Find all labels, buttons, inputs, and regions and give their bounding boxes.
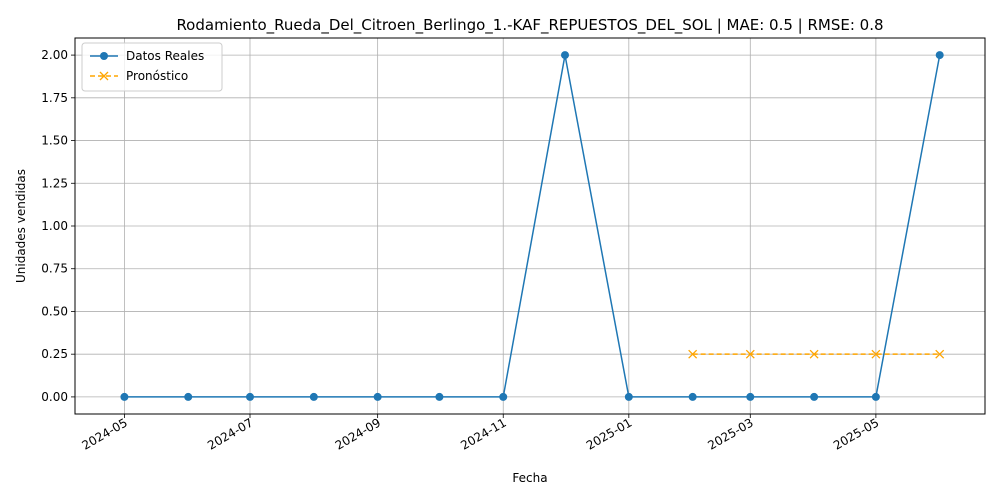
legend-box [81, 42, 223, 92]
y-tick-label: 1.50 [41, 134, 68, 148]
y-tick-label: 1.00 [41, 219, 68, 233]
y-tick-label: 2.00 [41, 48, 68, 62]
legend-label-forecast: Pronóstico [126, 69, 188, 83]
legend: Datos Reales Pronóstico [81, 42, 223, 92]
data-point-actual [373, 392, 382, 401]
x-tick-label: 2024-07 [205, 415, 255, 452]
series-line-actual [124, 54, 941, 398]
data-point-actual [935, 51, 944, 60]
y-tick-label: 0.00 [41, 390, 68, 404]
y-tick-label: 1.75 [41, 91, 68, 105]
data-point-actual [871, 392, 880, 401]
data-point-actual [810, 392, 819, 401]
x-tick-label: 2024-11 [458, 415, 508, 452]
legend-marker-forecast [99, 71, 109, 81]
data-point-actual [499, 392, 508, 401]
series-layer [120, 51, 945, 401]
y-tick-label: 0.50 [41, 304, 68, 318]
data-point-actual [688, 392, 697, 401]
data-point-forecast [871, 349, 881, 359]
data-point-actual [746, 392, 755, 401]
x-tick-label: 2024-09 [333, 415, 383, 452]
x-tick-label: 2024-05 [79, 415, 129, 452]
data-point-forecast [745, 349, 755, 359]
data-point-actual [624, 392, 633, 401]
y-axis-label: Unidades vendidas [14, 169, 28, 283]
data-point-actual [184, 392, 193, 401]
data-point-forecast [688, 349, 698, 359]
grid-lines [75, 38, 985, 414]
data-point-actual [435, 392, 444, 401]
data-point-actual [246, 392, 254, 401]
x-tick-label: 2025-01 [584, 415, 634, 452]
y-tick-label: 0.25 [41, 347, 68, 361]
data-point-forecast [809, 349, 819, 359]
data-point-actual [561, 51, 569, 60]
x-tick-label: 2025-05 [831, 415, 881, 452]
legend-marker-actual [100, 52, 108, 60]
y-tick-label: 1.25 [41, 176, 68, 190]
legend-label-actual: Datos Reales [126, 49, 204, 63]
x-axis-label: Fecha [512, 471, 547, 485]
x-tick-label: 2025-03 [705, 415, 755, 452]
data-point-actual [120, 392, 129, 401]
data-point-actual [309, 392, 318, 401]
chart-title: Rodamiento_Rueda_Del_Citroen_Berlingo_1.… [176, 16, 883, 35]
y-tick-label: 0.75 [41, 262, 68, 276]
axis-ticks: 2024-05 2024-07 2024-09 2024-11 2025-01 2025-… [41, 48, 881, 453]
data-point-forecast [935, 349, 945, 359]
